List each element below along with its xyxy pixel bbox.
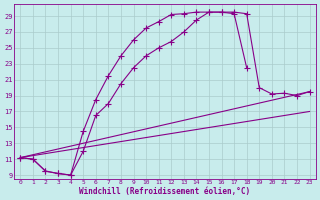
X-axis label: Windchill (Refroidissement éolien,°C): Windchill (Refroidissement éolien,°C) [79, 187, 251, 196]
